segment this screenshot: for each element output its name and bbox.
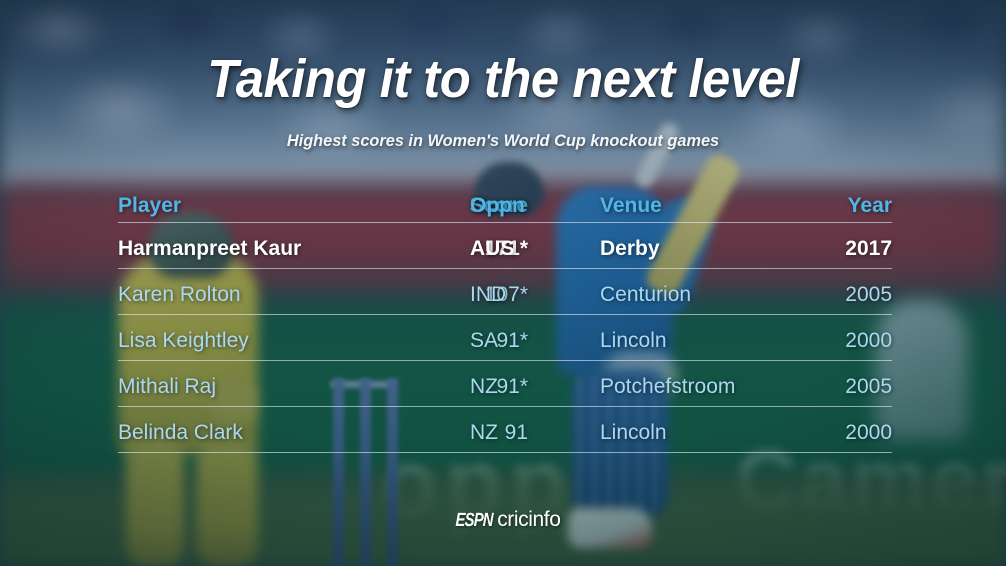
cell-year: 2000	[845, 421, 892, 444]
cell-venue: Derby	[600, 237, 660, 260]
cell-player: Harmanpreet Kaur	[118, 237, 302, 260]
cell-year: 2005	[845, 283, 892, 306]
cell-player: Karen Rolton	[118, 283, 241, 306]
column-header-player: Player	[118, 194, 182, 217]
cell-year: 2005	[845, 375, 892, 398]
cell-oppn: AUS	[470, 237, 515, 260]
cell-venue: Potchefstroom	[600, 375, 736, 398]
cell-score: 91	[504, 421, 528, 444]
brand-logo: ESPN cricinfo	[0, 508, 1006, 532]
espn-wordmark: ESPN	[455, 510, 494, 531]
cell-player: Belinda Clark	[118, 421, 243, 444]
cell-score: 107*	[484, 283, 528, 306]
cell-venue: Lincoln	[600, 421, 667, 444]
table-row: Harmanpreet Kaur 171* AUS Derby 2017	[118, 223, 892, 269]
column-header-venue: Venue	[600, 194, 662, 217]
cell-oppn: IND	[470, 283, 507, 306]
cell-player: Lisa Keightley	[118, 329, 249, 352]
page-subtitle: Highest scores in Women's World Cup knoc…	[286, 131, 720, 150]
table-row: Karen Rolton 107* IND Centurion 2005	[118, 269, 892, 315]
cell-score: 91*	[496, 375, 528, 398]
table-header-row: Player Score Oppn Venue Year	[118, 192, 892, 223]
cell-year: 2017	[845, 237, 892, 260]
cell-player: Mithali Raj	[118, 375, 217, 398]
records-table: Player Score Oppn Venue Year Harmanpreet…	[118, 192, 892, 453]
cell-score: 171*	[484, 237, 528, 260]
column-header-score: Score	[469, 194, 528, 217]
column-header-year: Year	[847, 194, 892, 217]
cell-venue: Centurion	[600, 283, 692, 306]
table-row: Mithali Raj 91* NZ Potchefstroom 2005	[118, 361, 892, 407]
cell-oppn: SA	[470, 329, 499, 352]
cell-oppn: NZ	[470, 375, 498, 398]
cell-year: 2000	[845, 329, 892, 352]
page-title: Taking it to the next level	[207, 49, 799, 109]
cell-venue: Lincoln	[600, 329, 667, 352]
column-header-oppn: Oppn	[470, 194, 525, 217]
table-row: Belinda Clark 91 NZ Lincoln 2000	[118, 407, 892, 453]
table-row: Lisa Keightley 91* SA Lincoln 2000	[118, 315, 892, 361]
cell-score: 91*	[496, 329, 528, 352]
cell-oppn: NZ	[470, 421, 498, 444]
cricinfo-wordmark: cricinfo	[497, 508, 561, 531]
